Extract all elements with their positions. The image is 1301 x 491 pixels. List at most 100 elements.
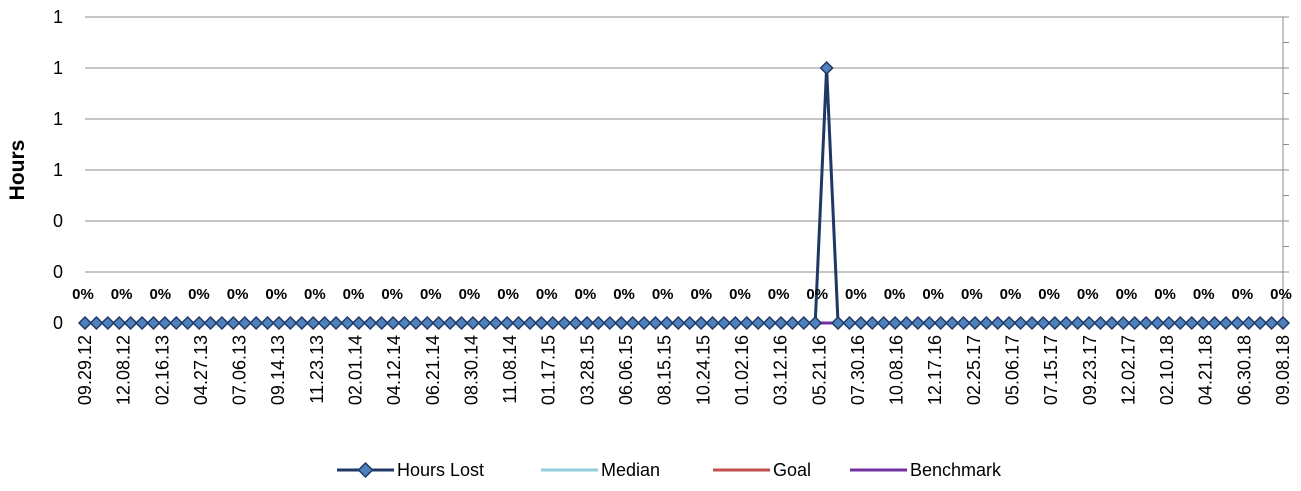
percent-data-label: 0% bbox=[1154, 286, 1176, 303]
x-tick-label: 08.30.14 bbox=[461, 335, 481, 405]
hours-lost-point bbox=[351, 315, 366, 331]
hours-lost-point bbox=[283, 315, 298, 331]
x-tick-label: 12.17.16 bbox=[925, 335, 945, 405]
hours-lost-point bbox=[294, 315, 309, 331]
hours-lost-point bbox=[134, 315, 150, 331]
x-tick-label: 02.25.17 bbox=[964, 335, 984, 405]
hours-lost-point bbox=[522, 315, 538, 331]
hours-lost-point bbox=[557, 315, 572, 331]
hours-lost-point bbox=[1161, 315, 1176, 331]
hours-lost-point bbox=[1059, 315, 1074, 331]
x-tick-label: 10.08.16 bbox=[887, 335, 907, 405]
y-tick-labels: 0 0 0 1 1 1 1 bbox=[53, 7, 63, 333]
hours-lost-point bbox=[967, 315, 983, 331]
hours-lost-point bbox=[1150, 315, 1165, 331]
hours-lost-point bbox=[1002, 315, 1017, 331]
percent-data-label: 0% bbox=[265, 286, 287, 303]
hours-lost-point bbox=[739, 315, 754, 331]
hours-lost-point bbox=[933, 315, 948, 331]
percent-data-label: 0% bbox=[111, 286, 133, 303]
hours-lost-point bbox=[1173, 315, 1188, 331]
hours-lost-point bbox=[694, 315, 709, 331]
hours-lost-point bbox=[100, 315, 115, 331]
x-tick-label: 07.06.13 bbox=[230, 335, 250, 405]
hours-lost-point bbox=[1013, 315, 1028, 331]
x-tick-label: 06.21.14 bbox=[423, 335, 443, 405]
hours-lost-point bbox=[1264, 315, 1279, 331]
hours-lost-point bbox=[465, 315, 480, 331]
percent-data-label: 0% bbox=[72, 286, 94, 303]
hours-lost-point bbox=[876, 315, 891, 331]
hours-lost-point bbox=[796, 315, 811, 331]
percent-data-label: 0% bbox=[845, 286, 867, 303]
hours-lost-point bbox=[226, 315, 241, 331]
series-lines bbox=[85, 67, 1283, 325]
percent-data-label: 0% bbox=[1077, 286, 1099, 303]
hours-lost-point bbox=[1139, 315, 1154, 331]
right-axis bbox=[1282, 16, 1289, 324]
hours-lost-point bbox=[579, 315, 595, 331]
hours-lost-point bbox=[545, 315, 560, 331]
hours-lost-point bbox=[1218, 315, 1234, 331]
hours-lost-point bbox=[899, 315, 914, 331]
hours-lost-point bbox=[1047, 315, 1062, 331]
x-tick-label: 09.29.12 bbox=[75, 335, 95, 405]
percent-data-label: 0% bbox=[497, 286, 519, 303]
hours-lost-point bbox=[420, 315, 435, 331]
legend-label: Hours Lost bbox=[397, 460, 484, 480]
hours-lost-point bbox=[157, 315, 172, 331]
legend-label: Goal bbox=[773, 460, 811, 480]
percent-data-label: 0% bbox=[536, 286, 558, 303]
legend-label: Benchmark bbox=[910, 460, 1002, 480]
legend-item-hours-lost: Hours Lost bbox=[337, 460, 484, 480]
hours-lost-markers bbox=[77, 60, 1291, 331]
x-tick-label: 11.08.14 bbox=[500, 335, 520, 404]
x-tick-label: 02.01.14 bbox=[346, 335, 366, 405]
hours-lost-point bbox=[785, 315, 800, 331]
percent-data-label: 0% bbox=[1000, 286, 1022, 303]
percent-data-label: 0% bbox=[420, 286, 442, 303]
hours-lost-point bbox=[397, 315, 412, 331]
x-tick-label: 09.14.13 bbox=[268, 335, 288, 405]
hours-lost-point bbox=[1196, 315, 1211, 331]
hours-lost-point bbox=[671, 315, 686, 331]
hours-lost-point bbox=[602, 315, 617, 331]
x-tick-label: 09.23.17 bbox=[1080, 335, 1100, 405]
hours-lost-point bbox=[146, 315, 161, 331]
percent-data-label: 0% bbox=[961, 286, 983, 303]
hours-lost-point bbox=[328, 315, 344, 331]
y-tick-label: 1 bbox=[53, 7, 63, 27]
percent-data-label: 0% bbox=[652, 286, 674, 303]
hours-lost-point bbox=[180, 315, 195, 331]
hours-lost-point bbox=[112, 315, 127, 331]
hours-lost-point bbox=[751, 315, 766, 331]
hours-lost-point bbox=[534, 315, 549, 331]
x-tick-label: 05.06.17 bbox=[1002, 335, 1022, 405]
hours-lost-point bbox=[249, 315, 264, 331]
x-tick-label: 10.24.15 bbox=[693, 335, 713, 405]
hours-lost-point bbox=[956, 315, 971, 331]
hours-lost-point bbox=[1104, 315, 1119, 331]
y-tick-label: 1 bbox=[53, 58, 63, 78]
x-tick-label: 07.15.17 bbox=[1041, 335, 1061, 405]
hours-lost-point bbox=[1070, 315, 1085, 331]
percent-data-label: 0% bbox=[227, 286, 249, 303]
hours-lost-point bbox=[808, 315, 823, 331]
x-tick-label: 09.08.18 bbox=[1273, 335, 1293, 405]
hours-lost-point bbox=[454, 315, 469, 331]
hours-lost-point bbox=[1184, 315, 1199, 331]
x-tick-label: 04.27.13 bbox=[191, 335, 211, 405]
percent-data-label: 0% bbox=[1232, 286, 1254, 303]
percent-data-label: 0% bbox=[304, 286, 326, 303]
hours-lost-point bbox=[1127, 315, 1142, 331]
percent-data-label: 0% bbox=[1270, 286, 1292, 303]
hours-lost-point bbox=[1024, 315, 1040, 331]
percent-data-label: 0% bbox=[381, 286, 403, 303]
percent-data-label: 0% bbox=[922, 286, 944, 303]
hours-lost-point bbox=[591, 315, 606, 331]
hours-lost-point bbox=[1116, 315, 1131, 331]
hours-lost-point bbox=[477, 315, 492, 331]
hours-lost-point bbox=[77, 315, 93, 331]
hours-lost-point bbox=[203, 315, 218, 331]
